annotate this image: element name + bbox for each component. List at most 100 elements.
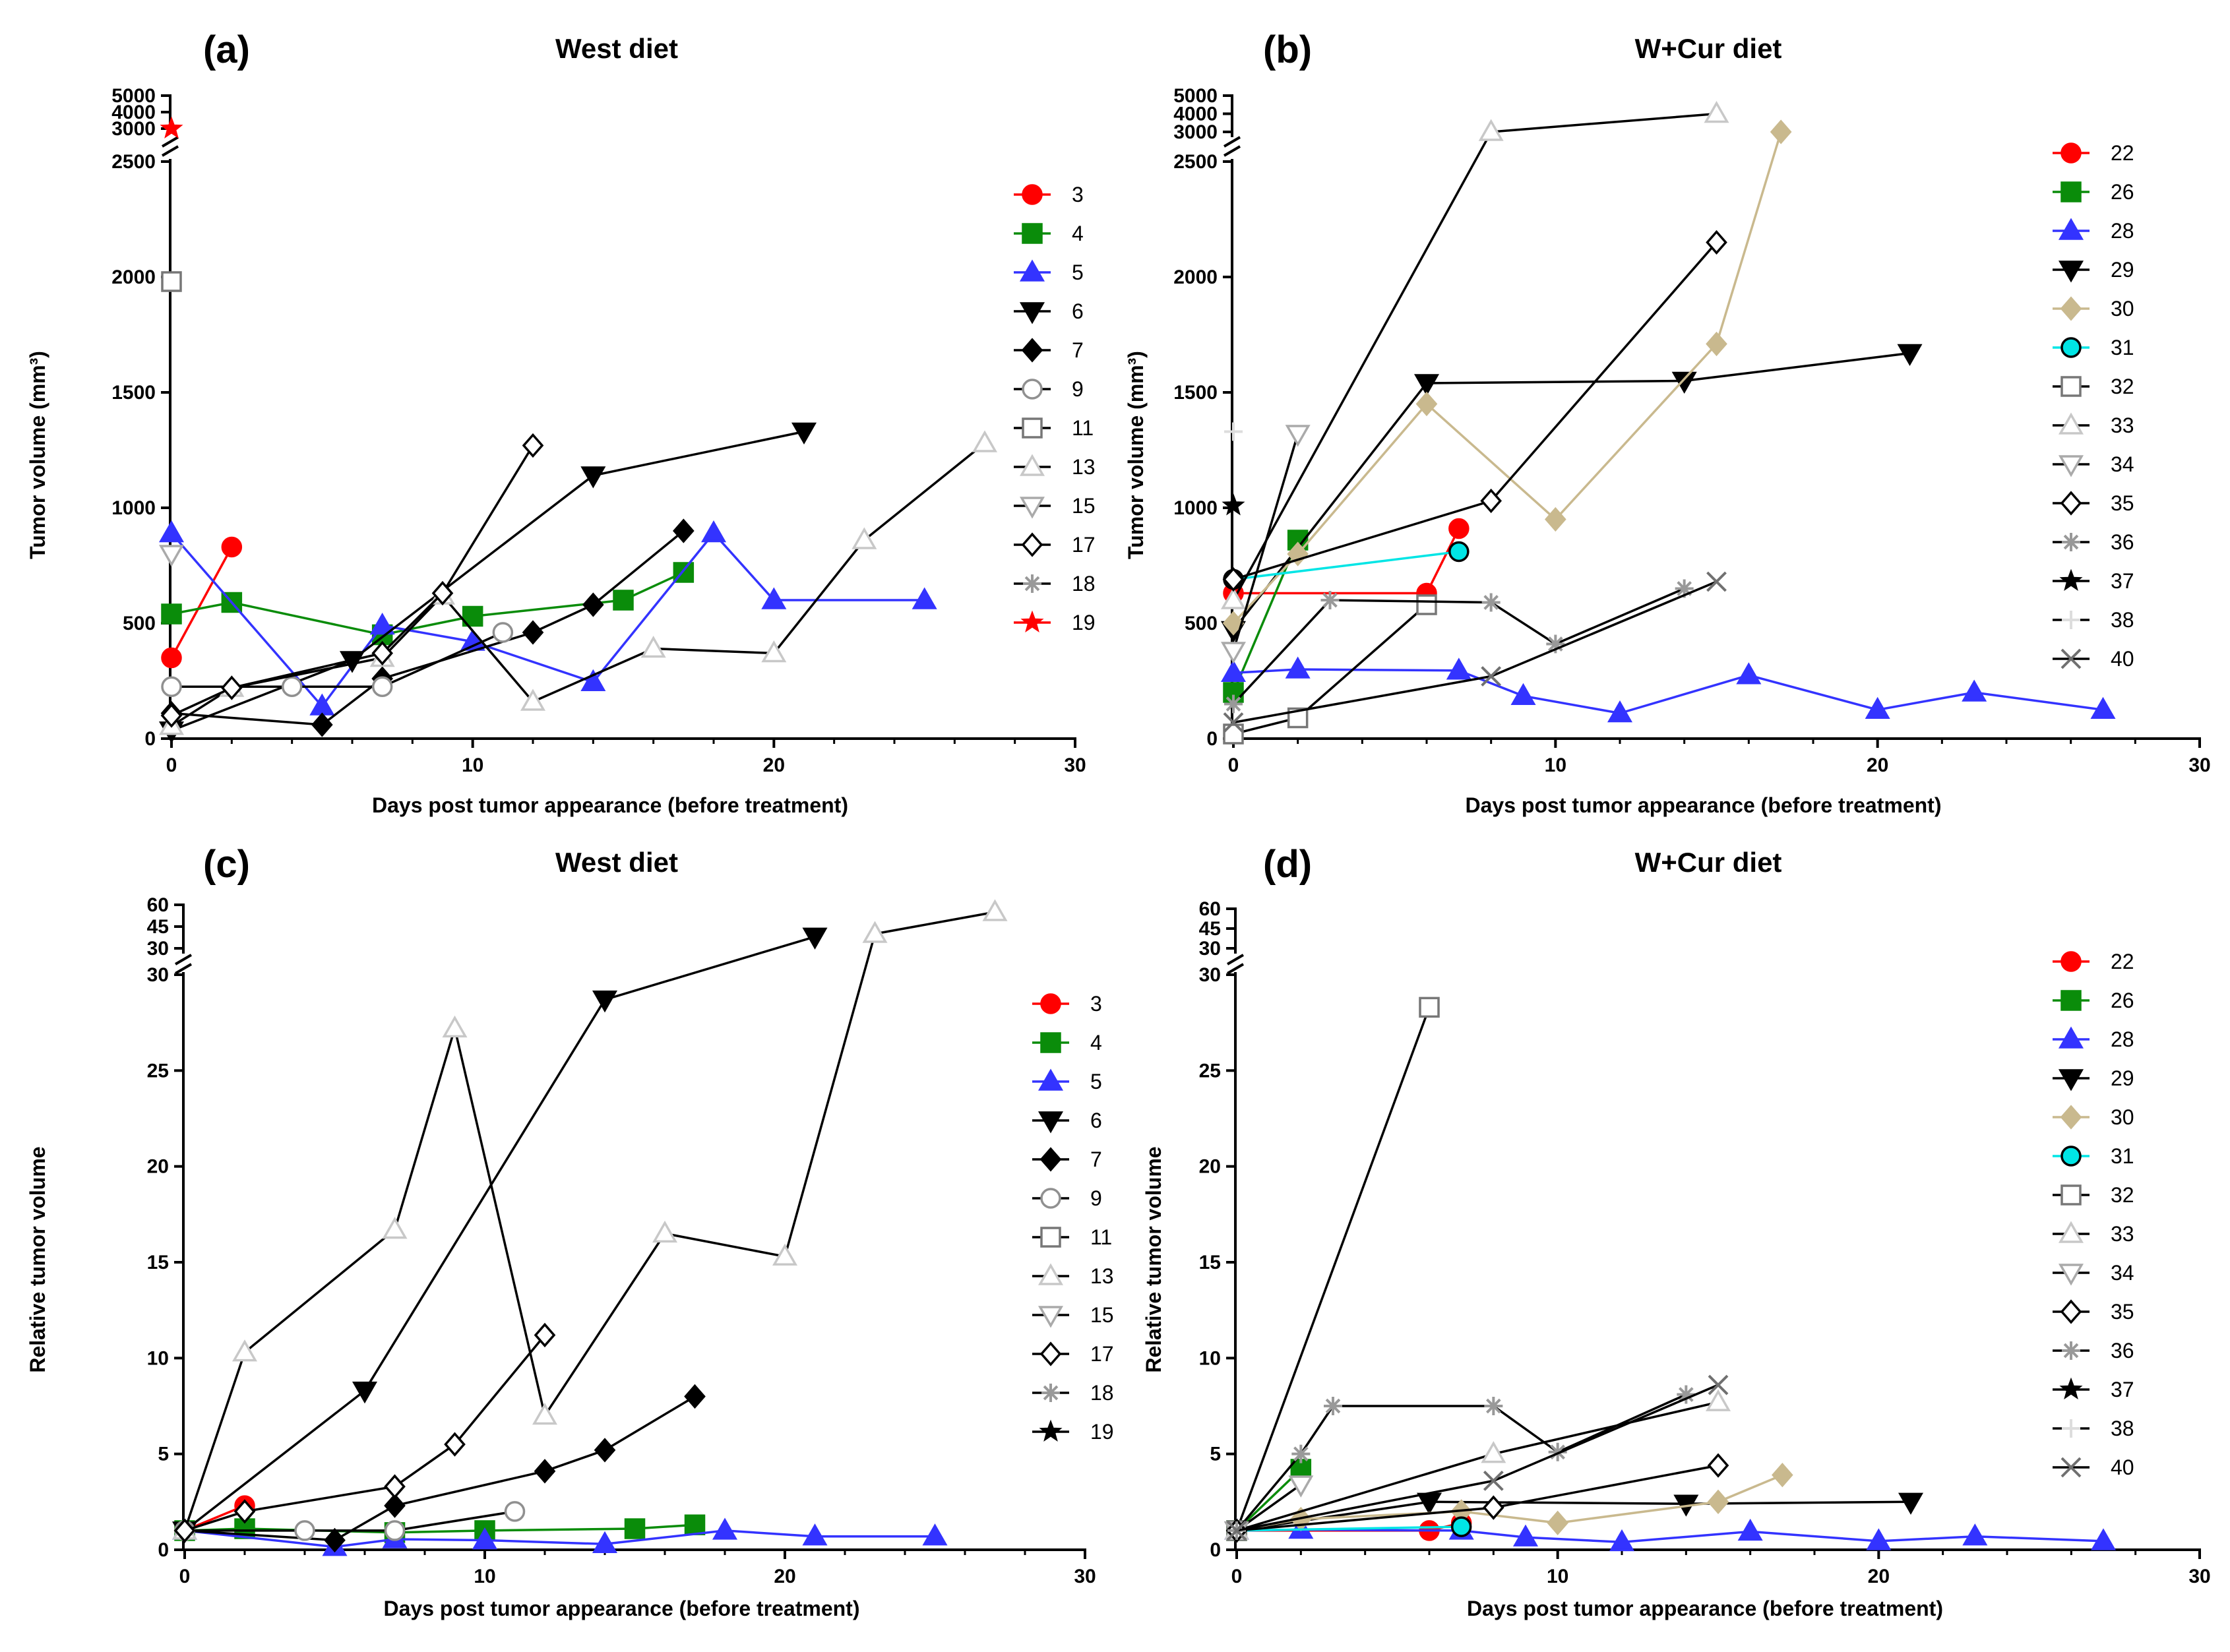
data-point bbox=[1222, 493, 1245, 516]
data-point bbox=[1708, 1374, 1729, 1395]
axis-break-mark bbox=[1223, 145, 1241, 157]
data-point bbox=[1866, 1528, 1892, 1550]
data-point bbox=[1677, 1385, 1696, 1404]
y-tick-label: 2500 bbox=[111, 151, 156, 173]
y-tick-label-upper: 5000 bbox=[1173, 85, 1218, 107]
legend-label: 30 bbox=[2111, 297, 2134, 321]
data-point bbox=[613, 590, 634, 611]
data-point bbox=[384, 1493, 406, 1518]
data-point bbox=[1483, 1470, 1504, 1491]
data-point bbox=[1609, 1529, 1635, 1552]
y-tick-label: 30 bbox=[1199, 964, 1221, 986]
data-point bbox=[371, 676, 393, 697]
legend: 3 4 5 6 7 9 11 13 15 17 18 19 bbox=[1032, 992, 1114, 1444]
x-tick-label: 20 bbox=[1867, 754, 1888, 776]
legend-label: 18 bbox=[1072, 572, 1096, 596]
y-axis-label: Tumor volume (mm³) bbox=[26, 351, 49, 559]
data-point bbox=[1288, 1475, 1314, 1498]
data-point bbox=[712, 1517, 738, 1540]
legend-label: 4 bbox=[1072, 222, 1084, 245]
y-tick-label: 500 bbox=[123, 613, 156, 634]
asterisk-stroke bbox=[1486, 1398, 1501, 1414]
legend-label: 28 bbox=[2111, 1027, 2134, 1051]
legend-marker bbox=[1019, 454, 1045, 476]
data-point bbox=[582, 592, 604, 617]
series-line bbox=[183, 935, 816, 1532]
axis-break-mark bbox=[1226, 954, 1245, 965]
asterisk-stroke bbox=[1677, 581, 1692, 596]
legend-marker bbox=[1040, 993, 1061, 1014]
data-point bbox=[684, 1384, 706, 1409]
data-point bbox=[1413, 374, 1440, 396]
legend-marker bbox=[1039, 1147, 1062, 1172]
data-point bbox=[442, 1015, 468, 1038]
y-tick-label: 0 bbox=[1206, 728, 1218, 750]
axis-break-mark bbox=[1226, 963, 1245, 975]
legend-marker bbox=[1039, 1341, 1062, 1366]
data-point bbox=[791, 422, 817, 445]
data-point bbox=[1510, 683, 1536, 705]
y-tick-label-upper: 60 bbox=[1199, 898, 1221, 920]
x-tick-label: 10 bbox=[474, 1566, 495, 1587]
legend-label: 31 bbox=[2111, 1144, 2134, 1168]
x-tick-label: 30 bbox=[2188, 1566, 2210, 1587]
series-33 bbox=[1220, 100, 1729, 609]
legend-marker bbox=[1038, 1068, 1064, 1091]
panel-b: (b) W+Cur diet 0 10 20 30 0 500 1000 1500 2000 2500… bbox=[1124, 28, 2211, 817]
x-tick-label: 20 bbox=[1868, 1566, 1890, 1587]
series-line bbox=[1236, 1500, 1911, 1532]
y-tick-label: 5 bbox=[1210, 1444, 1221, 1465]
data-point bbox=[160, 116, 183, 138]
data-point bbox=[2090, 696, 2116, 719]
panel-label: (a) bbox=[203, 28, 250, 71]
asterisk-stroke bbox=[1325, 1398, 1341, 1414]
x-tick-label: 0 bbox=[1228, 754, 1239, 776]
data-point bbox=[982, 899, 1008, 921]
y-tick-label-upper: 4000 bbox=[1173, 104, 1218, 125]
data-point bbox=[1285, 425, 1311, 447]
series-19 bbox=[160, 116, 183, 138]
x-tick-label: 10 bbox=[1545, 754, 1566, 776]
legend-marker bbox=[1039, 1419, 1063, 1442]
legend-label: 40 bbox=[2111, 647, 2134, 671]
legend-label: 37 bbox=[2111, 569, 2134, 593]
data-point bbox=[1484, 1397, 1503, 1415]
legend-marker bbox=[2062, 611, 2080, 629]
asterisk-stroke bbox=[1043, 1385, 1059, 1401]
series-40 bbox=[1223, 571, 1727, 733]
legend-marker bbox=[2060, 376, 2082, 397]
legend-marker bbox=[1041, 1384, 1060, 1402]
series-line bbox=[1235, 1006, 1431, 1531]
data-point bbox=[1324, 1397, 1342, 1415]
data-point bbox=[1772, 1462, 1793, 1488]
data-point bbox=[852, 527, 877, 549]
data-point bbox=[1705, 1389, 1731, 1411]
y-tick-label-upper: 4000 bbox=[111, 102, 156, 123]
legend-marker bbox=[2058, 218, 2084, 240]
data-point bbox=[492, 622, 514, 643]
data-point bbox=[1226, 1520, 1247, 1541]
y-tick-label-upper: 3000 bbox=[111, 118, 156, 140]
legend-label: 6 bbox=[1072, 299, 1084, 323]
data-point bbox=[1222, 566, 1245, 592]
x-tick-label: 10 bbox=[462, 754, 483, 776]
cross-stroke bbox=[1223, 712, 1244, 733]
legend-label: 9 bbox=[1072, 377, 1084, 401]
legend-marker bbox=[1040, 1227, 1061, 1248]
axis-break-mark bbox=[174, 963, 193, 975]
legend-label: 9 bbox=[1090, 1186, 1102, 1210]
data-point bbox=[761, 640, 787, 663]
series-40 bbox=[1226, 1374, 1729, 1541]
legend-marker bbox=[2060, 142, 2082, 164]
axis-break-mark bbox=[161, 136, 179, 148]
series-17 bbox=[160, 433, 544, 728]
series-line bbox=[185, 1510, 515, 1532]
legend-marker bbox=[2060, 951, 2082, 972]
data-point bbox=[862, 921, 888, 943]
y-tick-label: 10 bbox=[1199, 1347, 1221, 1369]
legend-marker bbox=[1021, 338, 1043, 363]
y-tick-label: 2500 bbox=[1173, 151, 1218, 173]
legend-label: 17 bbox=[1072, 533, 1096, 557]
